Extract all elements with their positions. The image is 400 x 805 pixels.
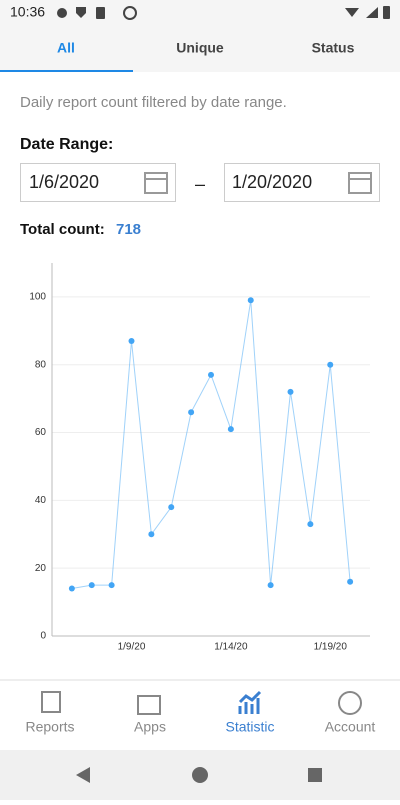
y-tick-label: 80 (35, 359, 47, 370)
end-date-input[interactable] (224, 163, 380, 202)
home-button[interactable] (192, 767, 208, 783)
point (267, 582, 274, 589)
y-tick-label: 0 (40, 631, 46, 642)
point (68, 585, 75, 592)
total-value: 718 (116, 221, 141, 238)
point (287, 388, 294, 395)
start-date-input[interactable] (20, 163, 176, 202)
point (148, 531, 155, 538)
point (327, 361, 334, 368)
point (168, 504, 175, 511)
y-tick-label: 100 (29, 292, 46, 303)
point (208, 371, 214, 378)
nav-item[interactable]: Account (325, 719, 376, 735)
point (128, 337, 135, 344)
calendar-icons (144, 172, 372, 194)
nav-icons (41, 690, 362, 715)
y-tick-label: 40 (35, 495, 47, 506)
x-tick-label: 1/19/20 (314, 642, 348, 653)
start-date[interactable]: 1/6/2020 (29, 172, 99, 192)
back-button[interactable] (76, 767, 90, 783)
total-label: Total count: (20, 221, 105, 238)
end-date[interactable]: 1/20/2020 (232, 172, 312, 192)
date-range-label: Date Range: (20, 136, 113, 153)
nav-item[interactable]: Statistic (225, 719, 274, 735)
nav-item[interactable]: Reports (25, 719, 74, 735)
tab[interactable]: Unique (176, 40, 224, 56)
chart: 0 20 40 60 80 100 1/9/20 1/14/20 1/19/20 (29, 263, 370, 653)
x-tick-label: 1/14/20 (214, 642, 248, 653)
tab[interactable]: Status (312, 40, 355, 56)
y-tick-label: 20 (35, 563, 47, 574)
point (227, 426, 234, 433)
point (108, 582, 115, 589)
recents-button[interactable] (308, 768, 322, 782)
time: 10:36 (10, 4, 45, 20)
point (247, 297, 254, 304)
line (71, 300, 351, 590)
y-tick-label: 60 (35, 427, 47, 438)
point (307, 521, 314, 528)
separator: – (195, 174, 205, 194)
point (347, 578, 354, 585)
tab-indicator (0, 70, 133, 72)
nav-item[interactable]: Apps (134, 719, 166, 735)
tab[interactable]: All (57, 40, 75, 56)
point (88, 582, 95, 589)
point (188, 409, 195, 416)
x-tick-label: 1/9/20 (118, 642, 146, 653)
status-icons (57, 6, 390, 20)
description: Daily report count filtered by date rang… (20, 94, 287, 111)
